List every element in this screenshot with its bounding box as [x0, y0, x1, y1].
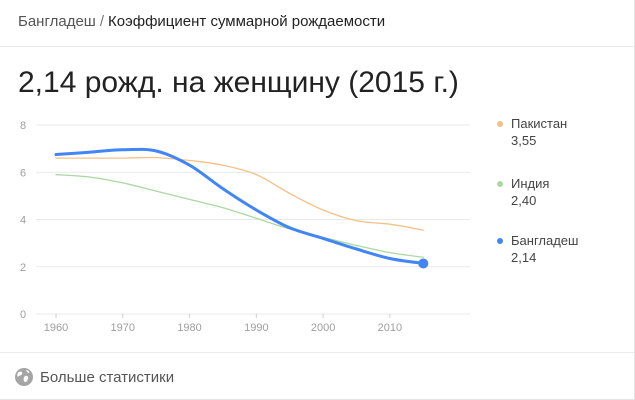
breadcrumb-separator: /	[99, 13, 105, 30]
legend-value: 3,55	[511, 133, 537, 148]
more-stats-link[interactable]: Больше статистики	[14, 367, 174, 387]
series-line-india	[55, 173, 424, 258]
series-line-pakistan	[55, 156, 424, 231]
series-line-bangladesh	[54, 147, 425, 265]
endpoint-marker-bangladesh	[418, 258, 429, 269]
y-tick-label: 4	[20, 215, 26, 227]
legend-swatch	[497, 120, 503, 127]
legend-swatch	[497, 237, 503, 244]
y-tick-label: 6	[20, 167, 26, 179]
legend-label: Бангладеш	[511, 233, 579, 248]
bottom-divider	[0, 352, 634, 353]
x-tick-label: 1960	[44, 322, 68, 334]
breadcrumb-indicator: Коэффициент суммарной рождаемости	[108, 13, 386, 30]
legend-value: 2,14	[511, 250, 537, 265]
legend-item-bangladesh[interactable]: Бангладеш 2,14	[497, 232, 578, 266]
globe-icon	[15, 368, 33, 386]
x-tick-label: 1990	[244, 322, 268, 334]
top-divider	[0, 46, 634, 47]
x-tick-label: 2000	[311, 322, 335, 334]
y-tick-label: 8	[20, 120, 26, 132]
legend-item-india[interactable]: Индия 2,40	[497, 175, 549, 209]
x-tick-label: 2010	[378, 322, 402, 334]
breadcrumb-country[interactable]: Бангладеш	[18, 13, 96, 30]
legend-item-pakistan[interactable]: Пакистан 3,55	[497, 115, 567, 149]
x-tick-label: 1980	[177, 322, 201, 334]
legend-name: Пакистан	[497, 115, 567, 132]
more-stats-label[interactable]: Больше статистики	[40, 368, 175, 386]
fertility-chart: 0 2 4 6 8 1960 1970 1980 1990 2000 2010	[20, 120, 470, 334]
x-tick-label: 1970	[111, 322, 135, 334]
legend-label: Пакистан	[511, 116, 568, 131]
y-tick-label: 2	[20, 262, 26, 274]
legend-label: Индия	[511, 176, 550, 191]
breadcrumb: Бангладеш / Коэффициент суммарной рождаемо…	[18, 13, 385, 30]
legend-value: 2,40	[511, 193, 537, 208]
y-tick-label: 0	[20, 309, 26, 321]
headline-value: 2,14 рожд. на женщину (2015 г.)	[18, 66, 459, 99]
legend-swatch	[497, 180, 503, 187]
legend-name: Бангладеш	[497, 232, 578, 249]
legend-name: Индия	[497, 175, 549, 192]
